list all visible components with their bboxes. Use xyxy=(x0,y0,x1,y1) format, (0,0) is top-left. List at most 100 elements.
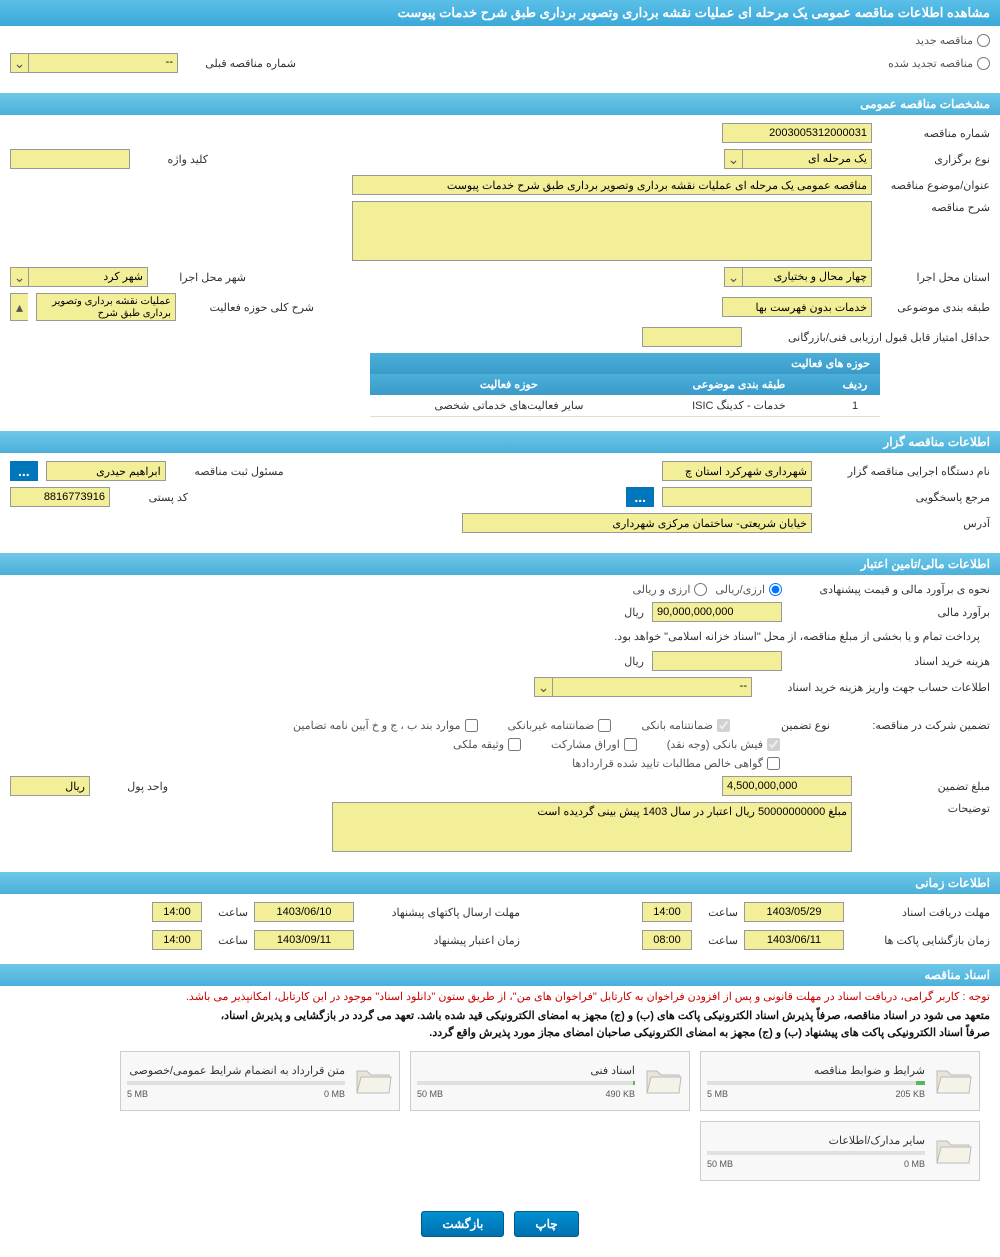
general-info-area: شماره مناقصه نوع برگزاری یک مرحله ای ⌄ ک… xyxy=(0,115,1000,425)
chevron-down-icon[interactable]: ⌄ xyxy=(724,149,742,169)
keyword-input[interactable] xyxy=(10,149,130,169)
estimate-label: برآورد مالی xyxy=(790,606,990,619)
radio-renewed-input[interactable] xyxy=(977,57,990,70)
radio-new-input[interactable] xyxy=(977,34,990,47)
contact-label: مرجع پاسخگویی xyxy=(820,491,990,504)
guarantee-amount-input[interactable] xyxy=(722,776,852,796)
table-row: 1 خدمات - کدینگ ISIC سایر فعالیت‌های خدم… xyxy=(370,395,880,417)
cb1-input[interactable] xyxy=(717,719,730,732)
validity-time[interactable] xyxy=(152,930,202,950)
proposal-send-time[interactable] xyxy=(152,902,202,922)
validity-date[interactable] xyxy=(254,930,354,950)
print-button[interactable]: چاپ xyxy=(514,1211,578,1237)
file-used: 490 KB xyxy=(605,1089,635,1099)
city-select[interactable]: شهر کرد xyxy=(28,267,148,287)
ellipsis-button[interactable]: ... xyxy=(626,487,654,507)
folder-icon xyxy=(933,1131,973,1171)
file-box[interactable]: سایر مدارک/اطلاعات 50 MB0 MB xyxy=(700,1121,980,1181)
chevron-down-icon[interactable]: ⌄ xyxy=(724,267,742,287)
file-box[interactable]: متن قرارداد به انضمام شرایط عمومی/خصوصی … xyxy=(120,1051,400,1111)
radio-rial-label: ارزی/ریالی xyxy=(715,583,765,596)
radio-currency[interactable]: ارزی و ریالی xyxy=(632,583,707,596)
cb-bonds[interactable]: اوراق مشارکت xyxy=(551,738,637,751)
cb3-label: موارد بند ب ، ج و خ آیین نامه تضامین xyxy=(293,719,460,732)
subject-input[interactable] xyxy=(352,175,872,195)
activity-area-label: شرح کلی حوزه فعالیت xyxy=(184,301,314,314)
desc-label: شرح مناقصه xyxy=(880,201,990,214)
chevron-down-icon[interactable]: ⌄ xyxy=(10,53,28,73)
cb4-input[interactable] xyxy=(767,738,780,751)
postal-input[interactable] xyxy=(10,487,110,507)
section-general: مشخصات مناقصه عمومی xyxy=(0,93,1000,115)
back-button[interactable]: بازگشت xyxy=(421,1211,504,1237)
account-select[interactable]: -- xyxy=(552,677,752,697)
estimate-input[interactable] xyxy=(652,602,782,622)
cb-property[interactable]: وثیقه ملکی xyxy=(453,738,521,751)
radio-currency-input[interactable] xyxy=(694,583,707,596)
cb5-input[interactable] xyxy=(624,738,637,751)
number-input[interactable] xyxy=(722,123,872,143)
ellipsis-button[interactable]: ... xyxy=(10,461,38,481)
section-holder: اطلاعات مناقصه گزار xyxy=(0,431,1000,453)
prev-number-select[interactable]: -- xyxy=(28,53,178,73)
reg-official-label: مسئول ثبت مناقصه xyxy=(174,465,284,478)
cb2-input[interactable] xyxy=(598,719,611,732)
activity-area-box[interactable]: عملیات نقشه برداری وتصویر برداری طبق شرح xyxy=(36,293,176,321)
doc-fee-input[interactable] xyxy=(652,651,782,671)
action-bar: چاپ بازگشت xyxy=(0,1191,1000,1257)
radio-new-tender[interactable]: مناقصه جدید xyxy=(915,34,990,47)
col-category: طبقه بندی موضوعی xyxy=(648,374,830,395)
desc-textarea[interactable] xyxy=(352,201,872,261)
category-label: طبقه بندی موضوعی xyxy=(880,301,990,314)
file-used: 205 KB xyxy=(895,1089,925,1099)
chevron-down-icon[interactable]: ⌄ xyxy=(10,267,28,287)
file-box[interactable]: شرایط و ضوابط مناقصه 5 MB205 KB xyxy=(700,1051,980,1111)
doc-deadline-time[interactable] xyxy=(642,902,692,922)
radio-rial[interactable]: ارزی/ریالی xyxy=(715,583,782,596)
folder-icon xyxy=(353,1061,393,1101)
cb-receivables[interactable]: گواهی خالص مطالبات تایید شده قراردادها xyxy=(572,757,780,770)
opening-time[interactable] xyxy=(642,930,692,950)
address-input[interactable] xyxy=(462,513,812,533)
cb-regulation-items[interactable]: موارد بند ب ، ج و خ آیین نامه تضامین xyxy=(293,719,477,732)
cb6-input[interactable] xyxy=(508,738,521,751)
reg-official-input[interactable] xyxy=(46,461,166,481)
type-select[interactable]: یک مرحله ای xyxy=(742,149,872,169)
radio-rial-input[interactable] xyxy=(769,583,782,596)
cb7-input[interactable] xyxy=(767,757,780,770)
contact-input[interactable] xyxy=(662,487,812,507)
number-label: شماره مناقصه xyxy=(880,127,990,140)
cb-bank-slip[interactable]: فیش بانکی (وجه نقد) xyxy=(667,738,780,751)
currency-unit-input[interactable] xyxy=(10,776,90,796)
account-label: اطلاعات حساب جهت واریز هزینه خرید اسناد xyxy=(760,681,990,694)
cb3-input[interactable] xyxy=(465,719,478,732)
min-score-input[interactable] xyxy=(642,327,742,347)
doc-deadline-date[interactable] xyxy=(744,902,844,922)
section-financial: اطلاعات مالی/تامین اعتبار xyxy=(0,553,1000,575)
cb-bank-guarantee[interactable]: ضمانتنامه بانکی xyxy=(641,719,730,732)
file-box[interactable]: اسناد فنی 50 MB490 KB xyxy=(410,1051,690,1111)
org-input[interactable] xyxy=(662,461,812,481)
file-max: 50 MB xyxy=(417,1089,443,1099)
radio-renewed-tender[interactable]: مناقصه تجدید شده xyxy=(888,57,990,70)
col-area: حوزه فعالیت xyxy=(370,374,648,395)
notes-textarea[interactable]: مبلغ 50000000000 ریال اعتبار در سال 1403… xyxy=(332,802,852,852)
folder-icon xyxy=(933,1061,973,1101)
time-label: ساعت xyxy=(698,906,738,919)
province-select[interactable]: چهار محال و بختیاری xyxy=(742,267,872,287)
file-grid: شرایط و ضوابط مناقصه 5 MB205 KB اسناد فن… xyxy=(0,1041,1000,1191)
prev-number-label: شماره مناقصه قبلی xyxy=(186,57,296,70)
cb-nonbank-guarantee[interactable]: ضمانتنامه غیربانکی xyxy=(508,719,612,732)
guarantee-amount-label: مبلغ تضمین xyxy=(860,780,990,793)
category-input[interactable] xyxy=(722,297,872,317)
radio-renewed-label: مناقصه تجدید شده xyxy=(888,57,973,70)
cb4-label: فیش بانکی (وجه نقد) xyxy=(667,738,763,751)
activity-table: حوزه های فعالیت ردیف طبقه بندی موضوعی حو… xyxy=(370,353,880,417)
chevron-down-icon[interactable]: ⌄ xyxy=(534,677,552,697)
city-label: شهر محل اجرا xyxy=(156,271,246,284)
scroll-up-icon[interactable]: ▴ xyxy=(10,293,28,321)
opening-date[interactable] xyxy=(744,930,844,950)
time-label: ساعت xyxy=(208,934,248,947)
treasury-note: پرداخت تمام و یا بخشی از مبلغ مناقصه، از… xyxy=(10,628,990,645)
proposal-send-date[interactable] xyxy=(254,902,354,922)
